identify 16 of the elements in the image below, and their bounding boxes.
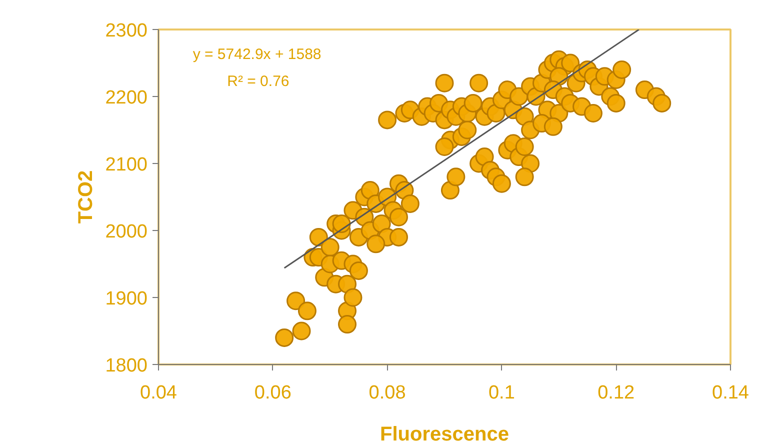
y-tick-label: 1800 xyxy=(105,356,148,376)
x-tick-label: 0.08 xyxy=(368,382,406,404)
y-tick-label: 1900 xyxy=(105,288,148,310)
x-axis-title: Fluorescence xyxy=(380,424,509,446)
x-tick-label: 0.1 xyxy=(488,382,515,404)
annotation: y = 5742.9x + 1588 xyxy=(192,46,322,63)
y-tick-label: 2200 xyxy=(105,88,148,108)
y-tick-label: 2100 xyxy=(105,154,148,176)
x-tick-label: 0.04 xyxy=(140,382,178,404)
x-tick-label: 0.14 xyxy=(712,382,750,404)
annotation: R² = 0.76 xyxy=(227,72,290,90)
y-tick-label: 2300 xyxy=(105,20,148,42)
x-tick-label: 0.12 xyxy=(598,382,635,404)
x-tick-label: 0.06 xyxy=(254,382,292,404)
y-tick-label: 2000 xyxy=(105,222,148,242)
y-axis-title: TCO2 xyxy=(75,170,98,224)
